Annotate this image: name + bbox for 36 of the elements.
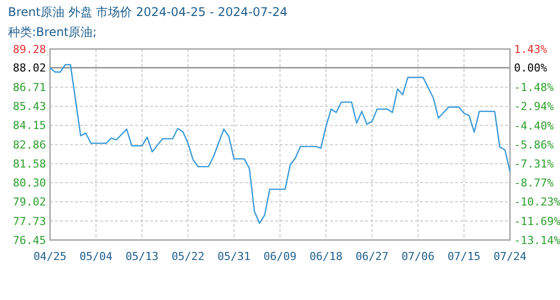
x-tick-label: 07/15 (447, 250, 481, 263)
y2-tick-label: -7.31% (514, 157, 554, 170)
x-tick-label: 05/13 (125, 250, 159, 263)
y2-tick-label: -13.14% (514, 234, 560, 247)
x-tick-label: 06/27 (355, 250, 389, 263)
y2-tick-label: 0.00% (514, 62, 548, 75)
line-series (49, 64, 511, 224)
x-tick-label: 06/09 (263, 250, 297, 263)
y-tick-label: 76.45 (12, 234, 46, 247)
chart-subtitle: 种类:Brent原油; (8, 25, 97, 39)
y-tick-label: 82.86 (12, 138, 46, 152)
y-tick-label: 85.43 (12, 100, 46, 114)
x-tick-label: 05/22 (171, 250, 205, 263)
x-tick-label: 05/31 (217, 250, 251, 263)
x-tick-label: 07/24 (493, 250, 527, 263)
y-tick-label: 81.58 (12, 157, 46, 170)
y-tick-label: 77.73 (12, 214, 46, 228)
y-tick-label: 86.71 (12, 81, 46, 94)
y-tick-label: 88.02 (12, 62, 46, 75)
y-tick-label: 89.28 (12, 42, 46, 56)
y2-tick-label: -4.40% (514, 119, 554, 132)
y2-tick-label: -10.23% (514, 196, 560, 209)
y2-tick-label: -8.77% (514, 176, 554, 190)
x-tick-label: 06/18 (309, 250, 343, 263)
x-tick-label: 04/25 (33, 250, 67, 263)
x-tick-label: 07/06 (401, 250, 435, 263)
y2-tick-label: -11.69% (514, 214, 560, 228)
x-tick-label: 05/04 (79, 250, 113, 263)
chart-title: Brent原油 外盘 市场价 2024-04-25 - 2024-07-24 (8, 5, 288, 19)
y2-tick-label: -5.86% (514, 138, 554, 152)
y2-tick-label: -2.94% (514, 100, 554, 114)
y2-tick-label: -1.48% (514, 81, 554, 94)
y-tick-label: 80.30 (12, 176, 46, 190)
y-tick-label: 84.15 (12, 119, 46, 132)
y2-tick-label: 1.43% (514, 42, 548, 56)
y-tick-label: 79.02 (12, 196, 46, 209)
